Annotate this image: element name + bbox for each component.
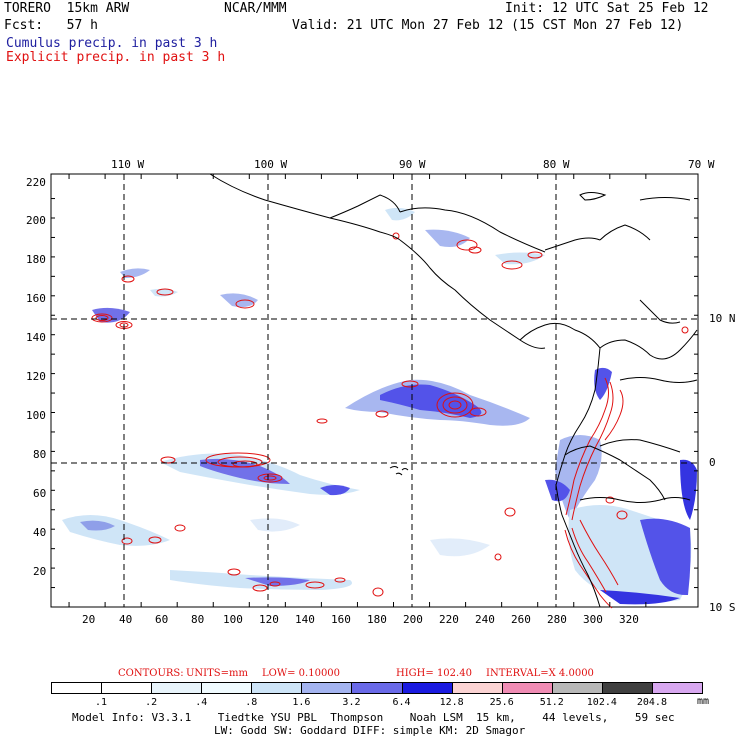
axis-ticks [51, 174, 698, 607]
y-tick-label: 80 [33, 448, 47, 461]
colorbar-swatch [501, 682, 553, 694]
colorbar-label: 204.8 [636, 697, 667, 708]
x-tick-label: 300 [583, 613, 603, 626]
x-tick-label: 60 [155, 613, 169, 626]
x-tick-label: 240 [475, 613, 495, 626]
colorbar-swatch [201, 682, 253, 694]
y-tick-label: 200 [26, 214, 46, 227]
cumulus-legend: Cumulus precip. in past 3 h [6, 36, 218, 51]
colorbar-label: 51.2 [539, 697, 564, 708]
x-tick-label: 120 [259, 613, 279, 626]
model-info-line1: Model Info: V3.3.1 Tiedtke YSU PBL Thomp… [72, 711, 675, 724]
colorbar-label: 102.4 [586, 697, 617, 708]
cumulus-precip-areas [62, 207, 697, 605]
x-tick-label: 220 [439, 613, 459, 626]
x-tick-label: 40 [119, 613, 133, 626]
colorbar-label: 12.8 [439, 697, 464, 708]
colorbar-label: .8 [245, 697, 258, 708]
contours-interval: INTERVAL=X 4.0000 [486, 668, 594, 679]
colorbar-label: .1 [95, 697, 108, 708]
y-tick-label: 160 [26, 292, 46, 305]
lon-label-100w: 100 W [254, 158, 288, 171]
explicit-legend: Explicit precip. in past 3 h [6, 50, 226, 65]
colorbar-swatch [451, 682, 503, 694]
valid-time: Valid: 21 UTC Mon 27 Feb 12 (15 CST Mon … [292, 18, 684, 33]
y-tick-label: 220 [26, 176, 46, 189]
colorbar-swatch [401, 682, 453, 694]
colorbar-label: 3.2 [342, 697, 361, 708]
explicit-precip-contours [91, 232, 689, 609]
lon-label-90w: 90 W [399, 158, 426, 171]
lon-label-110w: 110 W [111, 158, 145, 171]
colorbar-label: .4 [195, 697, 208, 708]
colorbar-swatch [651, 682, 703, 694]
colorbar-swatch [301, 682, 353, 694]
x-tick-label: 20 [82, 613, 96, 626]
x-tick-label: 180 [367, 613, 387, 626]
x-tick-label: 260 [511, 613, 531, 626]
lon-label-70w: 70 W [688, 158, 715, 171]
x-tick-label: 200 [403, 613, 423, 626]
y-tick-label: 100 [26, 409, 46, 422]
colorbar-swatch [551, 682, 603, 694]
lat-label-10s: 10 S [709, 601, 736, 614]
contours-label: CONTOURS: [118, 668, 184, 679]
contours-units: UNITS=mm [186, 668, 248, 679]
x-tick-label: 80 [191, 613, 205, 626]
center-name: NCAR/MMM [224, 1, 287, 16]
colorbar-label: 6.4 [392, 697, 411, 708]
x-tick-label: 320 [619, 613, 639, 626]
graticule [51, 174, 698, 607]
y-tick-label: 40 [33, 526, 47, 539]
x-tick-label: 100 [223, 613, 243, 626]
lon-label-80w: 80 W [543, 158, 570, 171]
coastlines [209, 173, 698, 608]
colorbar-swatch [351, 682, 403, 694]
colorbar-unit: mm [697, 696, 710, 707]
init-time: Init: 12 UTC Sat 25 Feb 12 [505, 1, 709, 16]
contours-high: HIGH= 102.40 [396, 668, 472, 679]
model-name: TORERO 15km ARW [4, 1, 130, 16]
lat-label-0: 0 [709, 456, 716, 469]
lat-label-10n: 10 N [709, 312, 736, 325]
colorbar-label: 1.6 [292, 697, 311, 708]
x-tick-label: 280 [547, 613, 567, 626]
colorbar-label: .2 [145, 697, 158, 708]
y-tick-label: 120 [26, 370, 46, 383]
x-tick-label: 160 [331, 613, 351, 626]
x-tick-label: 140 [295, 613, 315, 626]
colorbar-swatch [151, 682, 203, 694]
y-tick-label: 60 [33, 487, 47, 500]
y-tick-label: 20 [33, 565, 47, 578]
colorbar-swatch [601, 682, 653, 694]
colorbar-swatch [251, 682, 303, 694]
colorbar-label: 25.6 [489, 697, 514, 708]
forecast-hour: Fcst: 57 h [4, 18, 98, 33]
y-tick-label: 180 [26, 253, 46, 266]
y-tick-label: 140 [26, 331, 46, 344]
colorbar-swatch [101, 682, 153, 694]
colorbar-swatch [51, 682, 103, 694]
model-info-line2: LW: Godd SW: Goddard DIFF: simple KM: 2D… [214, 724, 526, 737]
contours-low: LOW= 0.10000 [262, 668, 341, 679]
